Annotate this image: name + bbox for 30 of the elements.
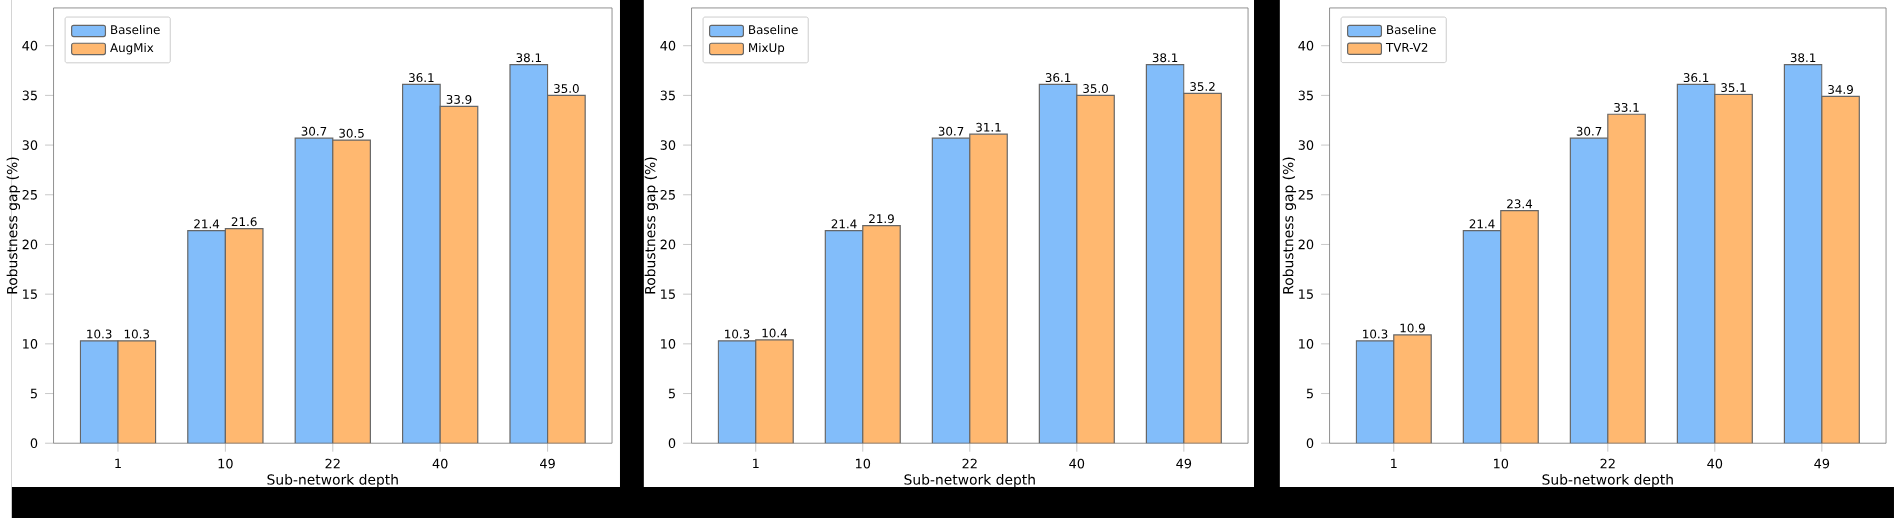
- bar: [402, 84, 441, 443]
- bar: [440, 105, 478, 443]
- bar: [1570, 137, 1608, 443]
- bar: [509, 63, 549, 443]
- bar: [117, 339, 157, 443]
- bar: [718, 340, 756, 443]
- bar: [294, 137, 334, 443]
- bar: [1356, 340, 1394, 443]
- bar: [332, 139, 371, 443]
- bar: [1607, 113, 1646, 443]
- bar: [1076, 95, 1115, 443]
- bar: [79, 339, 119, 443]
- bar: [187, 229, 226, 443]
- bar: [862, 225, 901, 443]
- bar: [1714, 94, 1753, 443]
- bar: [932, 137, 970, 443]
- bar: [825, 230, 863, 443]
- bar: [1783, 63, 1823, 443]
- bar: [1183, 92, 1222, 443]
- bar: [546, 94, 586, 443]
- bar: [1500, 210, 1539, 443]
- bar: [1393, 334, 1432, 443]
- bar: [224, 227, 264, 443]
- bar: [1821, 95, 1860, 443]
- bar: [1463, 230, 1501, 443]
- bar: [1677, 84, 1715, 443]
- bar: [1039, 84, 1077, 443]
- bar: [969, 133, 1008, 443]
- bar: [755, 339, 794, 443]
- bar: [1145, 63, 1185, 443]
